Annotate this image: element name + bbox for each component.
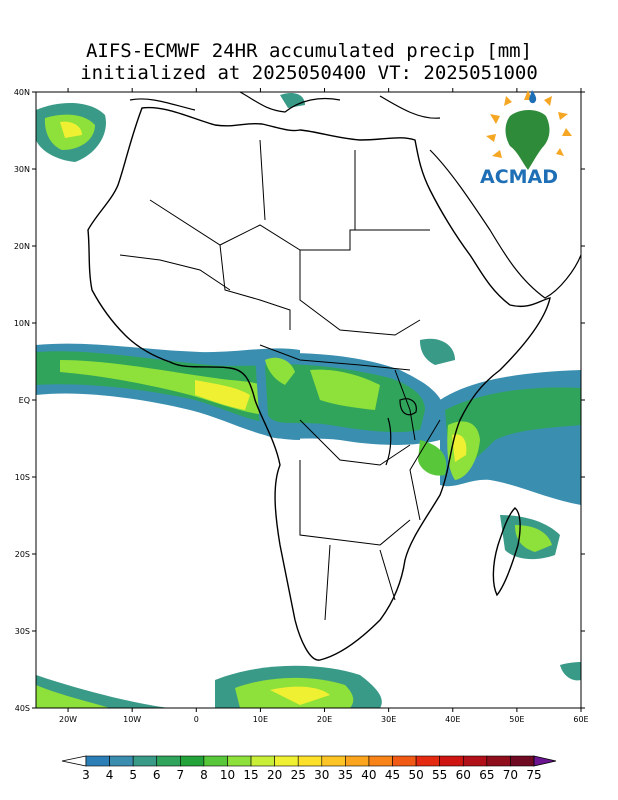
colorbar-swatch [227, 755, 252, 767]
precip-field [36, 93, 581, 708]
colorbar-label: 15 [243, 768, 258, 782]
lat-label: 20N [14, 242, 30, 251]
colorbar-label: 60 [456, 768, 471, 782]
colorbar-swatch [345, 755, 370, 767]
colorbar-swatch [180, 755, 205, 767]
colorbar-label: 5 [129, 768, 137, 782]
lat-label: 10S [15, 473, 30, 482]
chart-title-line-1: AIFS-ECMWF 24HR accumulated precip [mm] [85, 40, 533, 62]
lat-label: 30S [15, 627, 30, 636]
lon-label: 60E [573, 715, 588, 724]
colorbar-label: 50 [408, 768, 423, 782]
precip-southern-ocean-3 [560, 662, 581, 681]
arabia-coastline [429, 149, 582, 299]
colorbar-swatch [321, 755, 346, 767]
colorbar-under-triangle [61, 755, 87, 767]
chart-title-line-2: initialized at 2025050400 VT: 2025051000 [80, 62, 538, 84]
colorbar-swatch [297, 755, 323, 767]
lon-label: 10E [253, 715, 268, 724]
precip-congo-core [310, 369, 380, 410]
lake-victoria [399, 398, 417, 416]
colorbar-swatch [439, 755, 464, 767]
colorbar-label: 30 [314, 768, 329, 782]
colorbar-label: 35 [338, 768, 353, 782]
colorbar-label: 45 [385, 768, 400, 782]
precip-southern-ocean-core [36, 685, 110, 708]
colorbar-swatch [250, 755, 275, 767]
colorbar-swatch [156, 755, 181, 767]
precip-lake-region [418, 440, 447, 476]
colorbar-label: 8 [200, 768, 208, 782]
colorbar-label: 75 [526, 768, 541, 782]
colorbar-label: 65 [479, 768, 494, 782]
precip-congo-core2 [265, 357, 295, 385]
colorbar-over-triangle [533, 755, 557, 767]
colorbar-label: 3 [82, 768, 90, 782]
precip-levant [280, 93, 305, 108]
africa-sun-logo-icon [486, 90, 572, 170]
precip-indian-ocean-mid [445, 387, 581, 470]
colorbar-swatch [132, 755, 158, 767]
colorbar-label: 4 [106, 768, 114, 782]
colorbar-swatch [109, 755, 134, 767]
lat-label: 40S [15, 704, 30, 713]
colorbar-swatch [486, 755, 511, 767]
precip-atlantic-north-hi [60, 121, 82, 138]
acmad-logo: ACMAD [480, 90, 572, 188]
lon-label: 0 [194, 715, 199, 724]
colorbar-label: 20 [267, 768, 282, 782]
colorbar-swatch [415, 755, 440, 767]
colorbar-swatch [462, 755, 488, 767]
lon-label: 20E [317, 715, 332, 724]
colorbar-swatch [203, 755, 228, 767]
lon-label: 30E [381, 715, 396, 724]
lat-label: 40N [14, 88, 30, 97]
colorbar-swatch [274, 755, 299, 767]
lat-label: EQ [19, 396, 30, 405]
colorbar: 3 4 5 6 7 8 10 15 20 25 30 35 40 45 50 55 60 65 70 75 [61, 755, 557, 782]
lon-label: 10W [123, 715, 141, 724]
lon-label: 50E [509, 715, 524, 724]
colorbar-swatch [85, 755, 110, 767]
lat-label: 30N [14, 165, 30, 174]
colorbar-swatch [368, 755, 393, 767]
colorbar-label: 7 [176, 768, 184, 782]
colorbar-label: 25 [291, 768, 306, 782]
colorbar-label: 6 [153, 768, 161, 782]
colorbar-label: 70 [503, 768, 518, 782]
europe-coastline [129, 91, 441, 119]
precip-tanzania-core2 [452, 434, 467, 462]
precip-southern-ocean-2-hi [270, 686, 330, 705]
logo-text: ACMAD [480, 166, 558, 188]
country-borders [119, 139, 441, 621]
colorbar-label: 40 [361, 768, 376, 782]
colorbar-label: 10 [220, 768, 235, 782]
precip-ethiopia [420, 338, 455, 365]
longitude-axis: 20W 10W 0 10E 20E 30E 40E 50E 60E [59, 88, 589, 724]
lat-label: 10N [14, 319, 30, 328]
lat-label: 20S [15, 550, 30, 559]
madagascar-coastline [492, 507, 521, 597]
lon-label: 40E [445, 715, 460, 724]
colorbar-swatch [392, 755, 417, 767]
colorbar-label: 55 [432, 768, 447, 782]
latitude-axis: 40N 30N 20N 10N EQ 10S 20S 30S 40S [14, 88, 585, 713]
precip-core-gulf [195, 380, 250, 410]
precip-madagascar-core [515, 525, 552, 552]
africa-coastline [87, 106, 551, 661]
lake-tanganyika [385, 417, 392, 466]
colorbar-swatch [510, 755, 535, 767]
lon-label: 20W [59, 715, 77, 724]
